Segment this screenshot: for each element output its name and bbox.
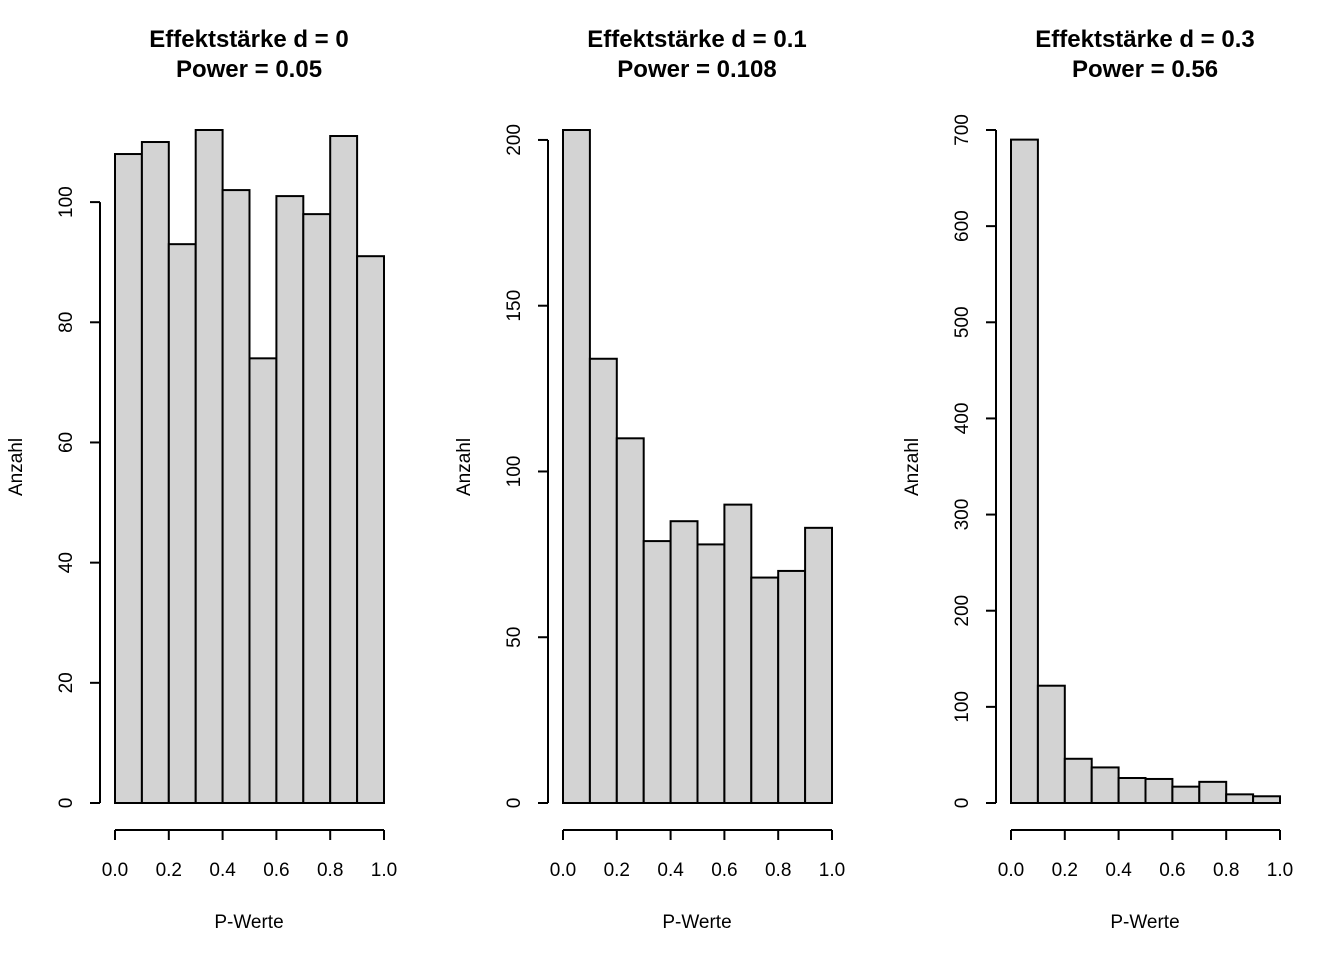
histogram-bar: [194, 129, 224, 804]
x-tick-label: 0.0: [102, 860, 128, 881]
x-tick-label: 1.0: [819, 860, 845, 881]
panel-title: Effektstärke d = 0.3: [1035, 26, 1254, 53]
x-tick-label: 0.2: [604, 860, 630, 881]
y-tick-label: 500: [952, 306, 973, 338]
y-tick-label: 60: [56, 432, 77, 453]
y-axis-label: Anzahl: [902, 438, 923, 496]
histogram-bar: [114, 153, 143, 805]
histogram-bar: [1117, 777, 1147, 805]
y-tick-label: 100: [504, 456, 525, 488]
x-axis-label: P-Werte: [662, 912, 731, 933]
x-tick-label: 1.0: [1267, 860, 1293, 881]
y-tick-label: 300: [952, 499, 973, 531]
x-tick-label: 0.2: [156, 860, 182, 881]
histogram-bar: [750, 576, 780, 805]
histogram-bar: [1144, 777, 1174, 805]
panel-title: Effektstärke d = 0: [149, 26, 348, 53]
histogram-bar: [275, 195, 305, 805]
y-axis: 0 50 100 150 200: [504, 124, 549, 809]
x-axis-label: P-Werte: [1110, 912, 1179, 933]
histogram-bar: [302, 213, 332, 804]
y-axis-label: Anzahl: [454, 438, 475, 496]
bars: [1010, 138, 1281, 805]
histogram-bar: [1036, 684, 1066, 804]
histogram-bar: [588, 357, 618, 804]
x-tick-label: 0.0: [550, 860, 576, 881]
x-axis-label: P-Werte: [214, 912, 283, 933]
y-tick-label: 150: [504, 290, 525, 322]
histogram-bar: [1171, 785, 1201, 804]
y-tick-label: 50: [504, 627, 525, 648]
panel-subtitle: Power = 0.108: [617, 56, 776, 83]
histogram-bar: [642, 540, 672, 804]
x-tick-label: 1.0: [371, 860, 397, 881]
histogram-bar: [248, 357, 278, 804]
y-tick-label: 20: [56, 672, 77, 693]
x-tick-label: 0.0: [998, 860, 1024, 881]
x-tick-label: 0.6: [711, 860, 737, 881]
histogram-bar: [777, 569, 807, 804]
histogram-bar: [167, 243, 197, 805]
x-tick-label: 0.4: [1105, 860, 1132, 881]
panel-subtitle: Power = 0.56: [1072, 56, 1218, 83]
histogram-bar: [1198, 780, 1228, 804]
bars: [114, 129, 386, 805]
x-tick-label: 0.8: [765, 860, 791, 881]
histogram-bar: [804, 526, 833, 804]
histogram-bar: [356, 255, 386, 804]
y-tick-label: 400: [952, 403, 973, 435]
histogram-bar: [615, 437, 645, 804]
x-tick-label: 0.2: [1052, 860, 1078, 881]
x-tick-label: 0.6: [263, 860, 289, 881]
histogram-bar: [329, 135, 359, 805]
y-axis: 0 20 40 60 80 100: [56, 186, 101, 809]
y-tick-label: 200: [504, 124, 525, 156]
y-tick-label: 0: [56, 798, 77, 809]
histogram-bar: [221, 189, 251, 804]
x-axis: 0.0 0.2 0.4 0.6 0.8 1.0: [102, 829, 397, 881]
histogram-bar: [1252, 795, 1281, 805]
y-tick-label: 0: [952, 798, 973, 809]
x-tick-label: 0.8: [317, 860, 343, 881]
y-tick-label: 0: [504, 798, 525, 809]
histogram-bar: [562, 129, 591, 804]
panel-2: Effektstärke d = 0.1 Power = 0.108 P-Wer…: [454, 26, 845, 933]
y-tick-label: 80: [56, 312, 77, 333]
y-tick-label: 600: [952, 210, 973, 242]
x-axis: 0.0 0.2 0.4 0.6 0.8 1.0: [998, 829, 1293, 881]
histogram-bar: [723, 503, 753, 804]
histogram-bar: [1010, 138, 1039, 805]
panel-1: Effektstärke d = 0 Power = 0.05 P-Werte …: [6, 26, 397, 933]
panel-subtitle: Power = 0.05: [176, 56, 322, 83]
y-tick-label: 100: [56, 186, 77, 218]
x-tick-label: 0.4: [209, 860, 236, 881]
y-axis-label: Anzahl: [6, 438, 27, 496]
y-tick-label: 200: [952, 595, 973, 627]
y-tick-label: 700: [952, 114, 973, 146]
panel-title: Effektstärke d = 0.1: [587, 26, 806, 53]
histogram-bar: [140, 141, 170, 804]
y-axis: 0 100 200 300 400 500 600 700: [952, 114, 997, 809]
x-axis: 0.0 0.2 0.4 0.6 0.8 1.0: [550, 829, 845, 881]
histogram-bar: [669, 520, 699, 804]
y-tick-label: 40: [56, 552, 77, 573]
histogram-bar: [1225, 793, 1255, 805]
x-tick-label: 0.8: [1213, 860, 1239, 881]
histogram-bar: [696, 543, 726, 804]
bars: [562, 129, 833, 805]
y-tick-label: 100: [952, 691, 973, 723]
panel-3: Effektstärke d = 0.3 Power = 0.56 P-Wert…: [902, 26, 1293, 933]
histogram-bar: [1090, 766, 1120, 804]
x-tick-label: 0.6: [1159, 860, 1185, 881]
x-tick-label: 0.4: [657, 860, 684, 881]
histogram-bar: [1063, 757, 1093, 805]
